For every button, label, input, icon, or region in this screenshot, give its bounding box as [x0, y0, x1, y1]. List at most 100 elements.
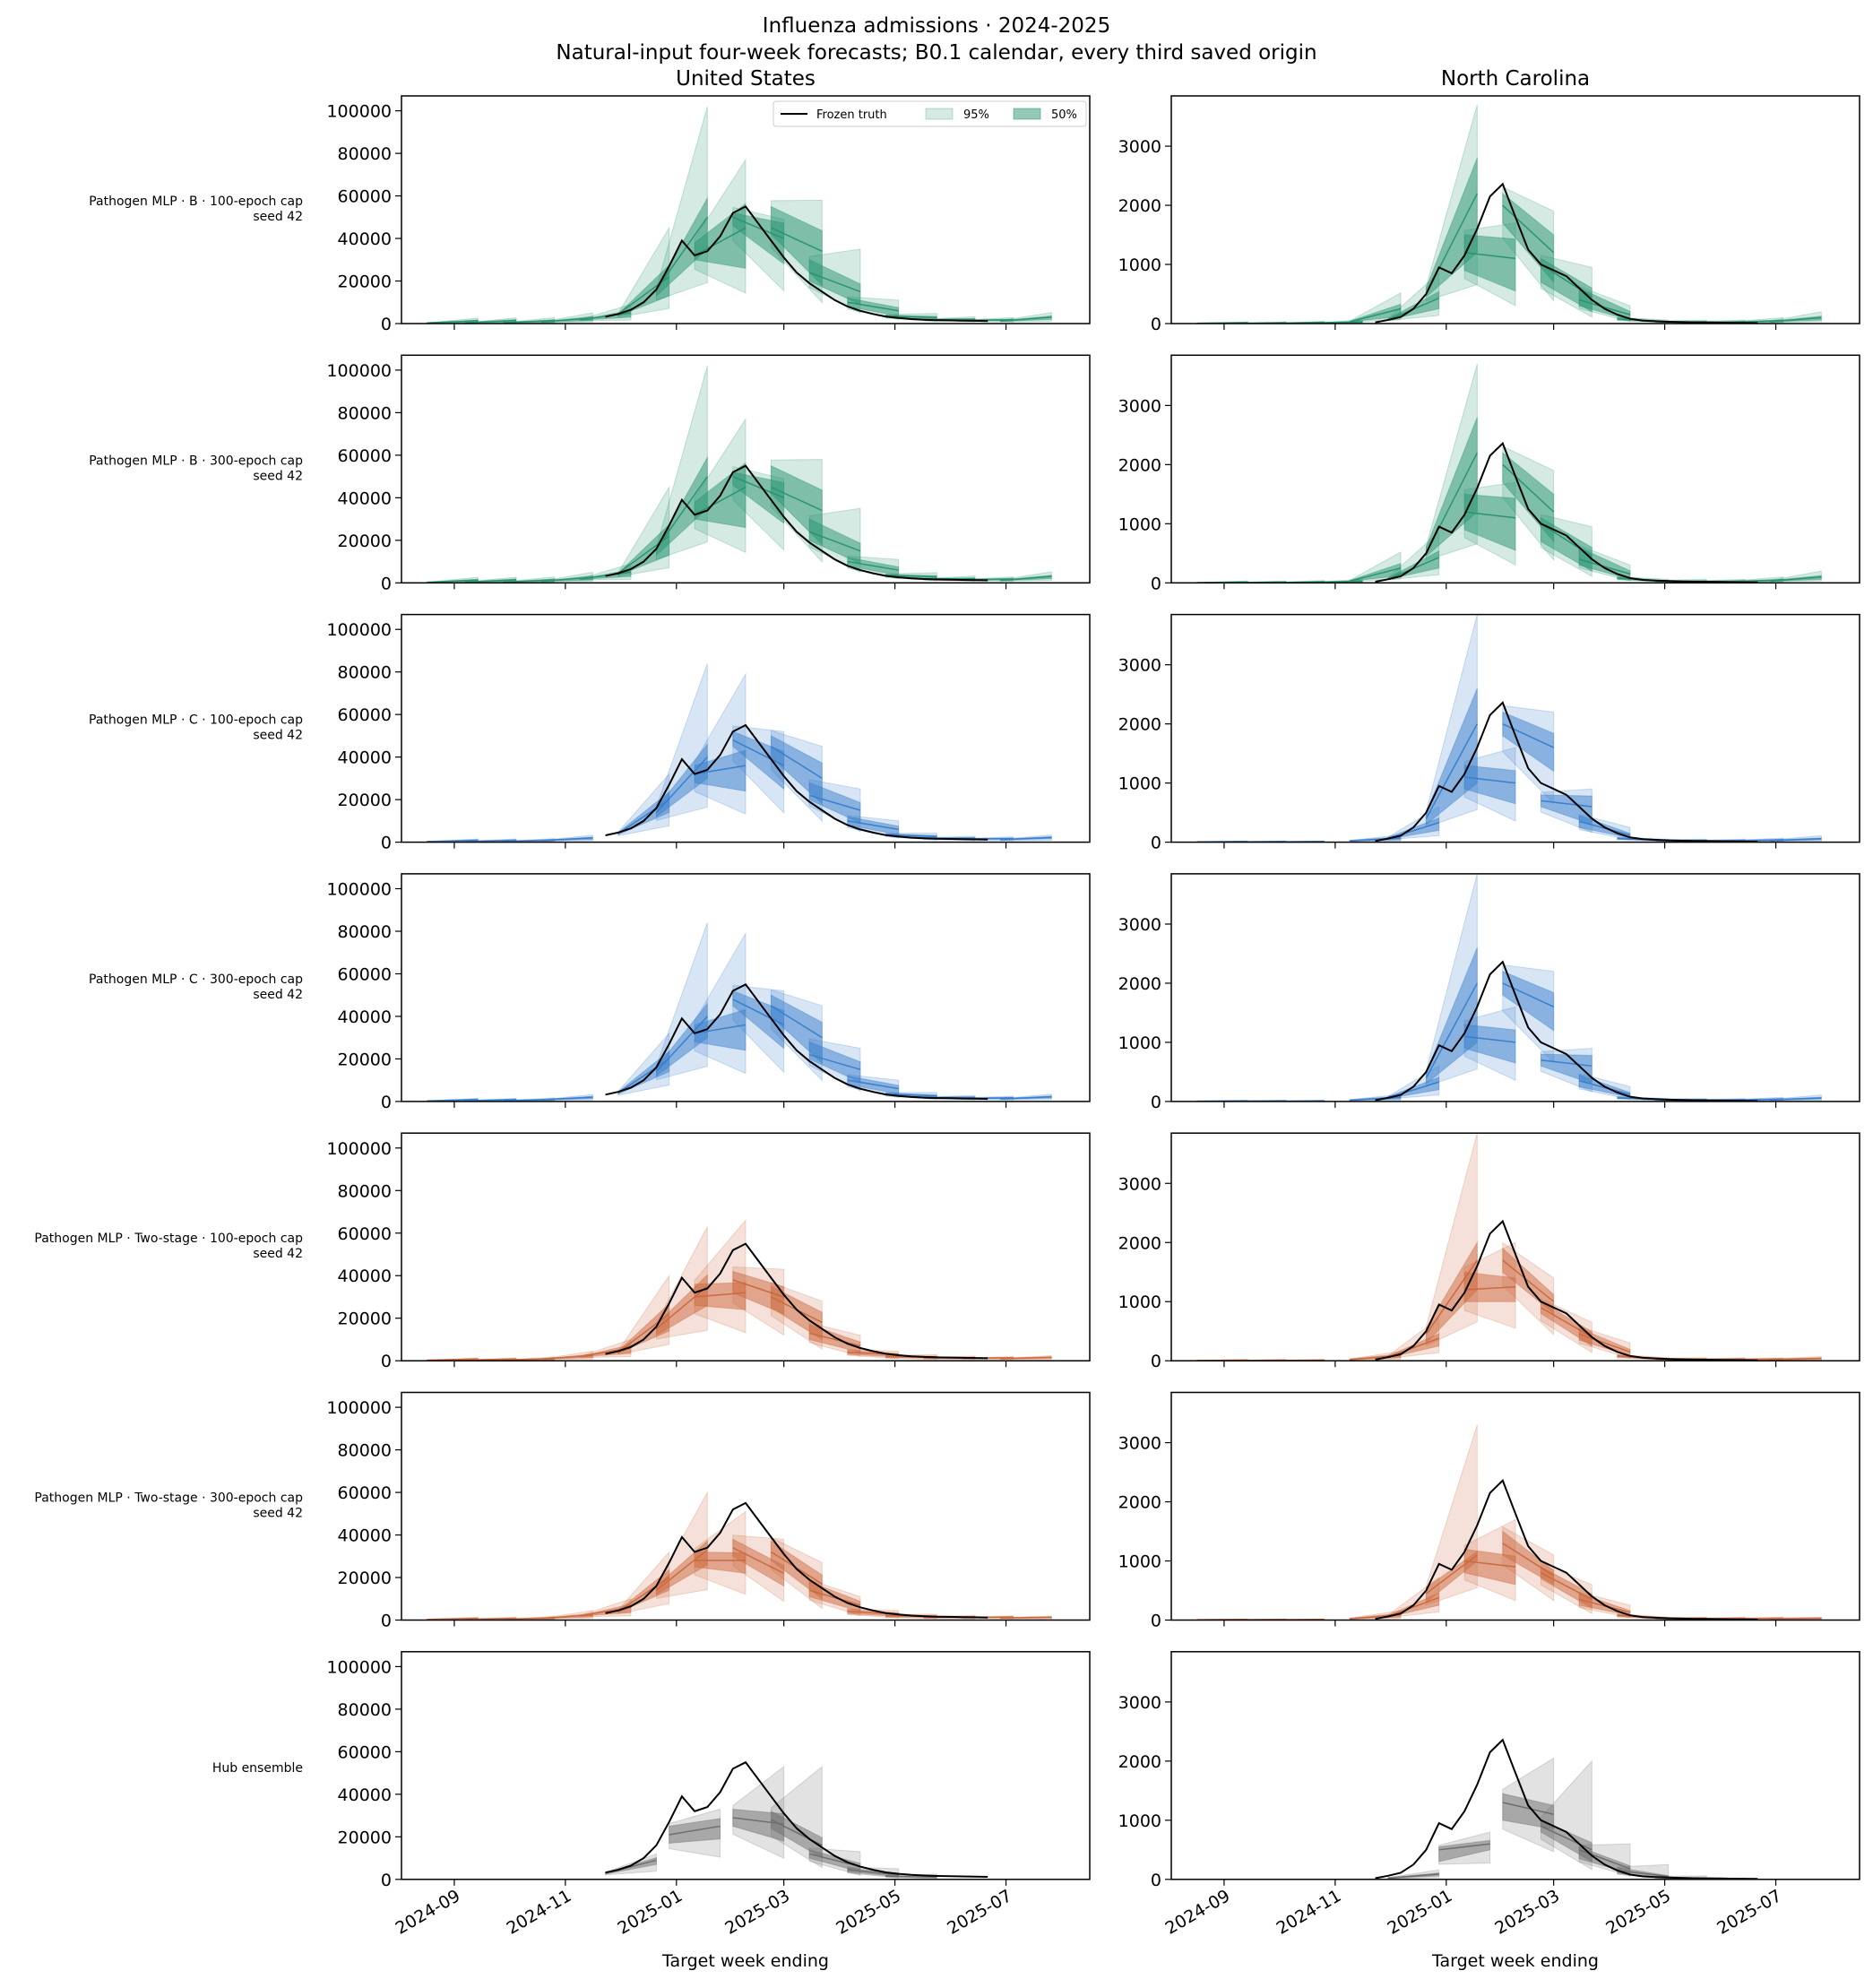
x-tick-label: 2025-01 [615, 1886, 686, 1939]
plot-area [426, 922, 1052, 1102]
median-line [1578, 298, 1631, 315]
panel-row: Pathogen MLP · Two-stage · 100-epoch cap… [34, 1132, 1860, 1371]
y-tick-label: 80000 [338, 663, 392, 683]
legend-label-95: 95% [963, 108, 989, 122]
y-tick-label: 100000 [326, 1657, 392, 1677]
median-line [694, 1024, 747, 1034]
panel-frame [1170, 1391, 1860, 1621]
band-50 [694, 1008, 747, 1051]
legend-swatch-50 [1013, 108, 1041, 120]
median-line [427, 320, 479, 324]
y-tick-label: 60000 [338, 187, 392, 207]
median-line [771, 486, 823, 512]
x-tick-label: 2025-01 [1385, 1886, 1456, 1939]
truth-line [605, 983, 988, 1101]
band-50 [1463, 234, 1516, 292]
y-tick-label: 1000 [1118, 1292, 1161, 1312]
plot-area [1195, 1424, 1822, 1621]
plot-area [426, 106, 1052, 324]
truth-line [605, 205, 988, 323]
median-line [1770, 1097, 1822, 1101]
y-tick-label: 40000 [338, 1526, 392, 1546]
truth-line [1375, 1479, 1758, 1621]
median-line [1387, 1337, 1439, 1358]
panel: 0 20000 40000 60000 80000 100000 [326, 613, 1091, 853]
median-line [1617, 1870, 1669, 1878]
x-tick-label: 2024-09 [393, 1886, 464, 1939]
median-line [1000, 1616, 1052, 1619]
panel: 0 1000 2000 3000 [1118, 1132, 1860, 1371]
y-tick-label: 40000 [338, 229, 392, 249]
median-line [808, 272, 861, 293]
y-tick-label: 3000 [1118, 656, 1161, 676]
median-line [1311, 321, 1363, 324]
y-tick-label: 0 [381, 315, 392, 334]
truth-line [1375, 182, 1758, 324]
legend-label-50: 50% [1051, 108, 1077, 122]
y-tick-label: 3000 [1118, 1693, 1161, 1713]
panel-row: Hub ensemble0200004000060000800001000002… [212, 1651, 1860, 1971]
truth-line [1375, 1219, 1758, 1361]
row-sublabel: seed 42 [253, 1247, 303, 1261]
median-line [1770, 837, 1822, 842]
y-tick-label: 3000 [1118, 137, 1161, 157]
plot-area [1375, 1738, 1758, 1880]
x-tick-label: 2025-07 [944, 1886, 1015, 1939]
x-tick-label: 2025-03 [1491, 1886, 1563, 1939]
median-line [771, 746, 823, 780]
median-line [1350, 837, 1402, 843]
panel: 0 1000 2000 3000 [1118, 873, 1860, 1112]
median-line [847, 301, 899, 312]
panel: 0 20000 40000 60000 80000 100000 [326, 354, 1091, 593]
y-tick-label: 40000 [338, 1785, 392, 1805]
median-line [1541, 1825, 1592, 1851]
median-line [1464, 1560, 1516, 1568]
x-tick-label: 2024-11 [504, 1886, 575, 1939]
plot-area [1195, 364, 1822, 583]
median-line [1578, 1333, 1631, 1353]
median-line [1425, 982, 1478, 1078]
median-line [808, 1332, 861, 1347]
y-tick-label: 0 [1151, 1352, 1161, 1371]
y-tick-label: 0 [381, 1093, 392, 1112]
y-tick-label: 0 [381, 1871, 392, 1890]
median-line [847, 1869, 899, 1876]
band-50 [617, 1050, 670, 1095]
median-line [808, 1053, 861, 1071]
y-tick-label: 20000 [338, 791, 392, 810]
band-50 [1502, 711, 1555, 773]
y-tick-label: 1000 [1118, 774, 1161, 794]
y-tick-label: 20000 [338, 1569, 392, 1588]
band-50 [617, 791, 670, 836]
row-label: Pathogen MLP · Two-stage · 100-epoch cap [34, 1232, 303, 1246]
y-tick-label: 1000 [1118, 1033, 1161, 1053]
median-line [808, 531, 861, 552]
median-line [1502, 722, 1554, 748]
y-tick-label: 2000 [1118, 455, 1161, 475]
y-tick-label: 2000 [1118, 196, 1161, 216]
y-tick-label: 80000 [338, 1700, 392, 1720]
row-label: Pathogen MLP · B · 300-epoch cap [89, 454, 303, 468]
x-axis-label: Target week ending [661, 1951, 829, 1971]
panel-frame [1170, 95, 1860, 324]
median-line [1000, 316, 1052, 322]
panel-frame [401, 613, 1091, 843]
y-tick-label: 80000 [338, 403, 392, 423]
panel-frame [401, 1391, 1091, 1621]
row-sublabel: seed 42 [253, 988, 303, 1002]
band-50 [617, 523, 670, 576]
row-label: Pathogen MLP · C · 300-epoch cap [89, 972, 303, 987]
y-tick-label: 20000 [338, 1050, 392, 1069]
row-sublabel: seed 42 [253, 729, 303, 743]
x-tick-label: 2025-05 [833, 1886, 904, 1939]
x-tick-label: 2024-09 [1162, 1886, 1234, 1939]
y-tick-label: 1000 [1118, 1552, 1161, 1572]
median-line [1000, 836, 1052, 841]
median-line [1000, 1095, 1052, 1100]
median-line [885, 575, 937, 578]
median-line [847, 560, 899, 571]
y-tick-label: 0 [381, 1352, 392, 1371]
median-line [1387, 1873, 1439, 1880]
plot-area [1195, 873, 1822, 1102]
median-line [1464, 776, 1516, 784]
